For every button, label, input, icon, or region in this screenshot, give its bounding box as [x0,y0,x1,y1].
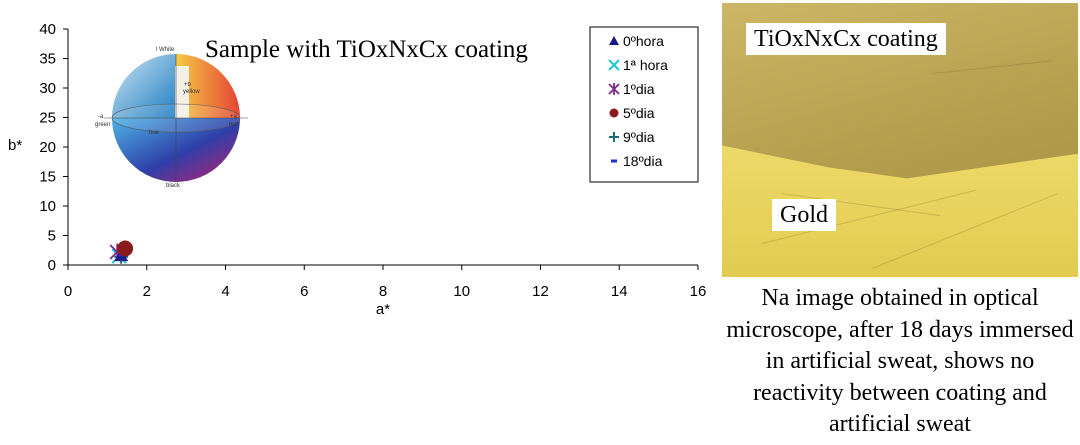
chart-title: Sample with TiOxNxCx coating [205,36,528,63]
data-point-circle [117,240,134,257]
legend-label: 1ª hora [623,57,668,73]
legend-label: 18ºdia [623,153,663,169]
legend-label: 5ºdia [623,105,655,121]
legend-marker-circle [609,108,619,118]
y-tick-label: 15 [39,169,56,186]
color-sphere-illustration: l White +b yellow +a red -a green black … [95,47,248,189]
sphere-label-plus-b: +b [184,82,192,88]
legend-box [589,26,699,183]
y-axis-label: b* [8,137,22,154]
x-axis-label: a* [376,301,390,318]
x-tick-label: 12 [532,283,549,300]
x-tick-label: 6 [300,283,308,300]
y-tick-label: 25 [39,110,56,127]
y-tick-label: 0 [48,257,56,274]
sphere-label-green: green [95,122,110,128]
legend: 0ºhora 1ª hora 1ºdia 5ºdia 9ºdia 18ºdia [608,33,668,169]
legend-marker-plus [609,132,619,142]
y-tick-label: 20 [39,139,56,156]
gold-label: Gold [772,199,836,231]
y-tick-label: 5 [48,228,56,245]
sphere-label-minus-a: -a [98,114,104,120]
sphere-label-black: black [166,183,181,189]
y-tick-label: 35 [39,51,56,68]
x-tick-label: 16 [690,283,707,300]
legend-label: 0ºhora [623,33,664,49]
coating-label: TiOxNxCx coating [746,23,946,55]
x-tick-label: 2 [143,283,151,300]
y-tick-label: 40 [39,21,56,38]
y-tick-label: 30 [39,80,56,97]
legend-marker-x [608,59,620,71]
y-axis-ticks: 0 5 10 15 20 25 30 35 40 [39,21,68,274]
data-markers [109,240,134,264]
sphere-label-plus-a: +a [230,114,238,120]
sphere-label-hue: hue [149,130,160,136]
x-tick-label: 8 [379,283,387,300]
sphere-label-white: l White [156,47,175,53]
micrograph-image: TiOxNxCx coating Gold [722,3,1078,277]
x-axis-ticks: 0 2 4 6 8 10 12 14 16 [64,265,707,300]
legend-label: 9ºdia [623,129,655,145]
scratch-line [932,60,1052,74]
legend-label: 1ºdia [623,81,655,97]
sphere-label-red: red [229,122,238,128]
micrograph-caption: Na image obtained in optical microscope,… [726,285,1074,437]
sphere-label-yellow: yellow [183,89,200,95]
x-tick-label: 10 [453,283,470,300]
legend-marker-star [608,83,620,95]
x-tick-label: 14 [611,283,628,300]
legend-marker-triangle [609,36,619,45]
legend-marker-dash [611,159,617,163]
chart: l White +b yellow +a red -a green black … [8,21,707,318]
x-tick-label: 0 [64,283,72,300]
y-tick-label: 10 [39,198,56,215]
x-tick-label: 4 [221,283,229,300]
